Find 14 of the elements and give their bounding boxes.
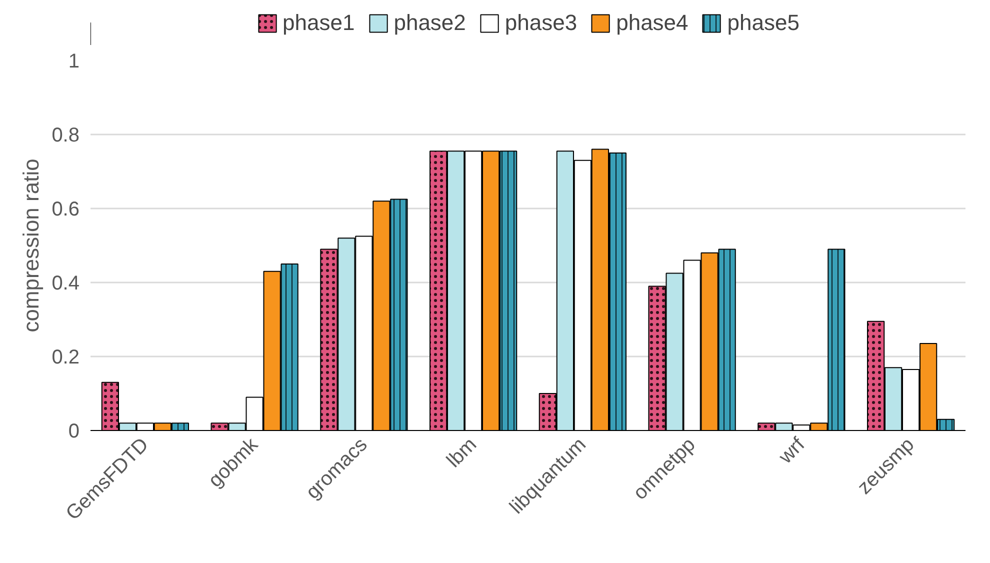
y-tick-label: 0.8 (52, 124, 80, 146)
legend-label: phase2 (394, 10, 466, 36)
y-tick-label: 0 (68, 420, 80, 442)
y-axis-title: compression ratio (18, 158, 44, 332)
legend-label: phase3 (504, 10, 578, 36)
y-tick-label: 0.2 (52, 346, 80, 368)
legend-label: phase4 (616, 10, 688, 36)
legend-label: phase1 (282, 10, 355, 36)
x-tick-label: wrf (774, 433, 810, 469)
y-tick-label: 1 (68, 50, 80, 72)
y-tick-label: 0.6 (52, 198, 80, 220)
y-tick-label: 0.4 (52, 272, 80, 294)
legend-label: phase5 (727, 10, 800, 36)
x-tick-label: lbm (442, 434, 482, 472)
